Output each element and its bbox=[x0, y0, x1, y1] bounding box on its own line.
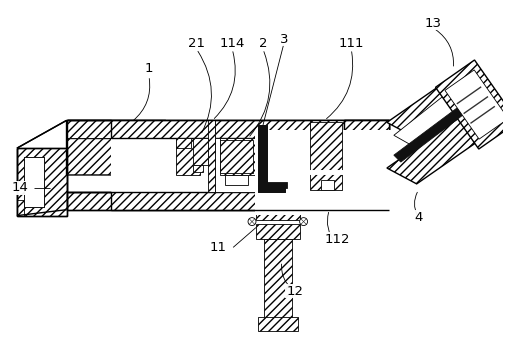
Polygon shape bbox=[67, 192, 389, 210]
Polygon shape bbox=[17, 148, 67, 216]
Polygon shape bbox=[220, 138, 255, 175]
Polygon shape bbox=[394, 106, 466, 162]
Polygon shape bbox=[24, 157, 44, 207]
Polygon shape bbox=[322, 180, 334, 190]
Text: 1: 1 bbox=[144, 62, 153, 75]
Text: 111: 111 bbox=[338, 37, 364, 49]
Polygon shape bbox=[310, 120, 344, 192]
Polygon shape bbox=[258, 126, 267, 190]
Circle shape bbox=[299, 217, 308, 226]
Text: 114: 114 bbox=[220, 37, 245, 49]
Polygon shape bbox=[258, 185, 285, 192]
Polygon shape bbox=[209, 120, 215, 192]
Polygon shape bbox=[67, 192, 389, 210]
Polygon shape bbox=[67, 120, 111, 138]
Polygon shape bbox=[256, 224, 299, 239]
Polygon shape bbox=[17, 200, 24, 216]
Text: 12: 12 bbox=[286, 285, 303, 297]
Polygon shape bbox=[24, 157, 44, 207]
Text: 21: 21 bbox=[188, 37, 205, 49]
Polygon shape bbox=[445, 70, 505, 139]
Text: 4: 4 bbox=[415, 211, 423, 224]
Polygon shape bbox=[260, 138, 389, 172]
Polygon shape bbox=[193, 138, 209, 165]
Circle shape bbox=[248, 217, 256, 226]
Polygon shape bbox=[111, 138, 275, 192]
Polygon shape bbox=[259, 182, 287, 188]
Text: 2: 2 bbox=[259, 37, 267, 49]
Polygon shape bbox=[220, 138, 255, 175]
Polygon shape bbox=[220, 140, 253, 173]
Polygon shape bbox=[176, 138, 200, 175]
Polygon shape bbox=[256, 210, 299, 220]
Polygon shape bbox=[193, 165, 204, 172]
Polygon shape bbox=[344, 120, 389, 192]
Polygon shape bbox=[258, 126, 267, 190]
Polygon shape bbox=[310, 122, 342, 190]
Polygon shape bbox=[387, 118, 488, 184]
Polygon shape bbox=[215, 138, 310, 192]
Polygon shape bbox=[67, 120, 389, 138]
Polygon shape bbox=[67, 120, 166, 175]
Polygon shape bbox=[310, 175, 329, 192]
Polygon shape bbox=[394, 86, 478, 148]
Text: 112: 112 bbox=[325, 233, 350, 246]
Polygon shape bbox=[435, 60, 505, 149]
Text: 14: 14 bbox=[12, 181, 28, 194]
Polygon shape bbox=[255, 130, 394, 215]
Polygon shape bbox=[215, 138, 344, 192]
Text: 3: 3 bbox=[279, 33, 288, 46]
Polygon shape bbox=[387, 73, 488, 138]
Polygon shape bbox=[344, 120, 389, 192]
Polygon shape bbox=[262, 140, 384, 175]
Polygon shape bbox=[225, 175, 248, 185]
Polygon shape bbox=[67, 120, 389, 138]
Polygon shape bbox=[259, 127, 266, 188]
Polygon shape bbox=[258, 185, 285, 192]
Text: 11: 11 bbox=[210, 241, 227, 254]
Polygon shape bbox=[206, 138, 220, 162]
Polygon shape bbox=[264, 239, 292, 329]
Text: 13: 13 bbox=[425, 17, 442, 30]
Polygon shape bbox=[258, 317, 297, 331]
Polygon shape bbox=[176, 138, 190, 148]
